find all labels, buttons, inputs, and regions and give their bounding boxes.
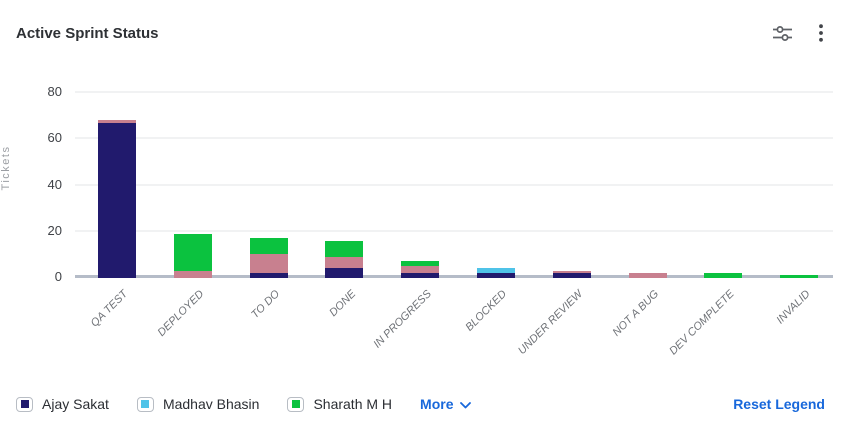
x-axis-label-deployed: DEPLOYED: [155, 288, 207, 339]
bar-segment-ajay-sakat-blocked[interactable]: [476, 272, 515, 278]
bar-segment-sharath-m-h-dev-complete[interactable]: [704, 272, 743, 278]
bar-segment-rose-series-under-review[interactable]: [552, 270, 591, 273]
bar-segment-rose-series-not-a-bug[interactable]: [628, 272, 667, 278]
legend-label: Ajay Sakat: [42, 396, 109, 412]
legend-items: Ajay Sakat Madhav Bhasin Sharath M H: [16, 396, 420, 412]
gridline-80: [75, 91, 833, 93]
x-axis-label-invalid: INVALID: [774, 288, 813, 327]
bar-segment-ajay-sakat-in-progress[interactable]: [401, 272, 440, 278]
bar-segment-rose-series-done[interactable]: [325, 256, 364, 269]
x-axis-label-qa-test: QA TEST: [88, 288, 131, 330]
bar-segment-rose-series-deployed[interactable]: [173, 270, 212, 278]
x-axis-label-not-a-bug: NOT A BUG: [610, 288, 661, 339]
y-tick-label-40: 40: [47, 176, 62, 192]
reset-legend-link[interactable]: Reset Legend: [733, 396, 825, 412]
kebab-menu-button[interactable]: [817, 22, 825, 47]
bar-segment-rose-series-qa-test[interactable]: [97, 120, 136, 123]
legend-label: Sharath M H: [313, 396, 393, 412]
kebab-menu-icon: [819, 24, 823, 45]
bar-segment-sharath-m-h-invalid[interactable]: [780, 275, 819, 278]
y-tick-label-80: 80: [47, 84, 62, 99]
legend-swatch-madhav-bhasin: [136, 396, 154, 412]
bar-segment-ajay-sakat-done[interactable]: [325, 268, 364, 278]
y-tick-label-0: 0: [54, 269, 62, 284]
bar-segment-sharath-m-h-deployed[interactable]: [173, 233, 212, 271]
legend-item-madhav-bhasin[interactable]: Madhav Bhasin: [136, 396, 260, 412]
bar-segment-ajay-sakat-to-do[interactable]: [249, 272, 288, 278]
bar-segment-rose-series-in-progress[interactable]: [401, 265, 440, 273]
legend-swatch-sharath-m-h: [287, 396, 305, 412]
y-tick-label-60: 60: [47, 130, 62, 146]
header-actions: [770, 22, 825, 47]
gridline-20: [75, 229, 833, 232]
x-axis-label-dev-complete: DEV COMPLETE: [667, 288, 737, 358]
legend-more-button[interactable]: More: [420, 396, 471, 412]
x-axis-label-in-progress: IN PROGRESS: [371, 288, 434, 351]
legend-more-label: More: [420, 396, 454, 412]
legend-item-ajay-sakat[interactable]: Ajay Sakat: [16, 396, 109, 412]
x-axis-label-to-do: TO DO: [249, 288, 282, 321]
bar-segment-ajay-sakat-qa-test[interactable]: [97, 122, 136, 278]
gridline-40: [75, 183, 833, 186]
bar-segment-sharath-m-h-done[interactable]: [325, 240, 364, 257]
page-title: Active Sprint Status: [16, 25, 159, 42]
x-axis-line: [75, 275, 833, 278]
x-axis-label-done: DONE: [326, 288, 358, 319]
x-axis-label-blocked: BLOCKED: [463, 288, 510, 334]
chart-settings-button[interactable]: [770, 23, 795, 47]
legend-label: Madhav Bhasin: [162, 396, 260, 412]
gridline-60: [75, 137, 833, 140]
bar-segment-ajay-sakat-under-review[interactable]: [552, 272, 591, 278]
legend-swatch-ajay-sakat: [16, 396, 33, 412]
y-tick-label-20: 20: [47, 222, 62, 238]
chevron-down-icon: [459, 396, 471, 412]
x-axis-label-under-review: UNDER REVIEW: [516, 288, 586, 357]
legend-bar: Ajay Sakat Madhav Bhasin Sharath M H More …: [16, 396, 825, 412]
bar-segment-madhav-bhasin-blocked[interactable]: [476, 268, 515, 273]
bar-segment-sharath-m-h-to-do[interactable]: [249, 238, 288, 255]
bar-segment-rose-series-to-do[interactable]: [249, 254, 288, 273]
bar-segment-sharath-m-h-in-progress[interactable]: [401, 261, 440, 266]
legend-item-sharath-m-h[interactable]: Sharath M H: [287, 396, 392, 412]
sliders-icon: [772, 25, 793, 45]
